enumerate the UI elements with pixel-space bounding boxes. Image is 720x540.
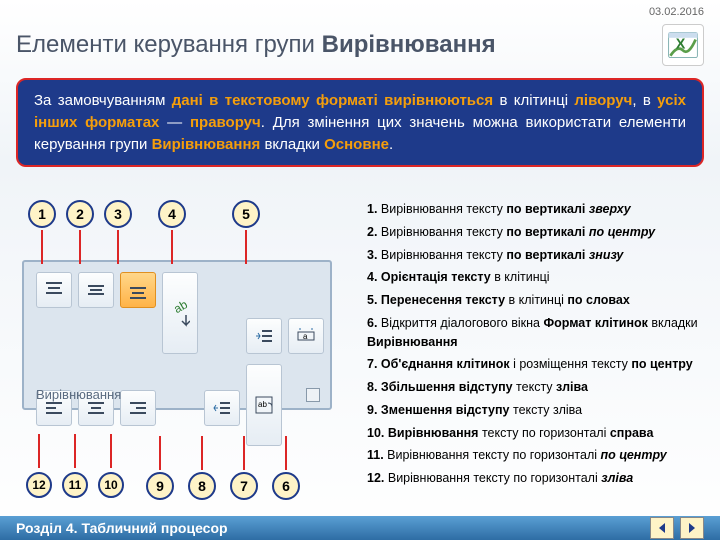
callout-9: 9 (146, 472, 174, 500)
dialog-launcher-icon[interactable] (306, 388, 320, 402)
prev-button[interactable] (650, 517, 674, 539)
callout-3: 3 (104, 200, 132, 228)
list-item: 8. Збільшення відступу тексту зліва (367, 378, 704, 397)
ribbon-group-label: Вирівнювання (36, 387, 121, 402)
callouts-bottom: 12 11 10 9 8 7 6 (26, 472, 341, 500)
list-item: 9. Зменшення відступу тексту зліва (367, 401, 704, 420)
list-item: 10. Вирівнювання тексту по горизонталі с… (367, 424, 704, 443)
callout-7: 7 (230, 472, 258, 500)
intro-box: За замовчуванням дані в текстовому форма… (16, 78, 704, 167)
intro-highlight: дані в текстовому форматі вирівнюються (172, 92, 493, 109)
svg-text:ab: ab (171, 297, 190, 316)
main-row: 1 2 3 4 5 ab ab a (16, 200, 704, 500)
orientation-button[interactable]: ab (162, 272, 198, 354)
decrease-indent-button[interactable] (204, 390, 240, 426)
svg-text:ab: ab (258, 400, 267, 409)
svg-text:a: a (303, 332, 308, 341)
merge-center-button[interactable]: a (288, 318, 324, 354)
date-label: 03.02.2016 (649, 6, 704, 18)
list-item: 11. Вирівнювання тексту по горизонталі п… (367, 446, 704, 465)
callout-6: 6 (272, 472, 300, 500)
increase-indent-button[interactable] (246, 318, 282, 354)
ribbon-panel: ab ab a Вирівнювання (22, 260, 332, 410)
description-list: 1. Вирівнювання тексту по вертикалі звер… (367, 200, 704, 500)
list-item: 5. Перенесення тексту в клітинці по слов… (367, 291, 704, 310)
callout-2: 2 (66, 200, 94, 228)
footer-text: Розділ 4. Табличний процесор (16, 520, 650, 536)
title-bar: Елементи керування групи Вирівнювання X (16, 24, 704, 66)
list-item: 7. Об'єднання клітинок і розміщення текс… (367, 355, 704, 374)
ribbon-grid: ab ab a (36, 272, 318, 446)
callout-10: 10 (98, 472, 124, 498)
list-item: 12. Вирівнювання тексту по горизонталі з… (367, 469, 704, 488)
next-button[interactable] (680, 517, 704, 539)
callout-12: 12 (26, 472, 52, 498)
callout-4: 4 (158, 200, 186, 228)
wrap-text-button[interactable]: ab (246, 364, 282, 446)
title-bold: Вирівнювання (322, 31, 496, 58)
callout-leader (41, 230, 43, 264)
align-right-button[interactable] (120, 390, 156, 426)
callout-1: 1 (28, 200, 56, 228)
list-item: 2. Вирівнювання тексту по вертикалі по ц… (367, 223, 704, 242)
list-item: 4. Орієнтація тексту в клітинці (367, 268, 704, 287)
title-prefix: Елементи керування групи (16, 31, 322, 58)
ribbon-column: 1 2 3 4 5 ab ab a (16, 200, 351, 500)
list-item: 3. Вирівнювання тексту по вертикалі зниз… (367, 246, 704, 265)
callout-8: 8 (188, 472, 216, 500)
callouts-top: 1 2 3 4 5 (26, 200, 321, 228)
intro-text: За замовчуванням (34, 92, 172, 109)
footer-bar: Розділ 4. Табличний процесор (0, 516, 720, 540)
nav-buttons (650, 517, 704, 539)
callout-5: 5 (232, 200, 260, 228)
list-item: 1. Вирівнювання тексту по вертикалі звер… (367, 200, 704, 219)
callout-11: 11 (62, 472, 88, 498)
page-title: Елементи керування групи Вирівнювання (16, 31, 652, 59)
align-middle-button[interactable] (78, 272, 114, 308)
align-bottom-button[interactable] (120, 272, 156, 308)
excel-icon: X (662, 24, 704, 66)
align-top-button[interactable] (36, 272, 72, 308)
svg-text:X: X (676, 37, 686, 53)
list-item: 6. Відкриття діалогового вікна Формат кл… (367, 314, 704, 352)
